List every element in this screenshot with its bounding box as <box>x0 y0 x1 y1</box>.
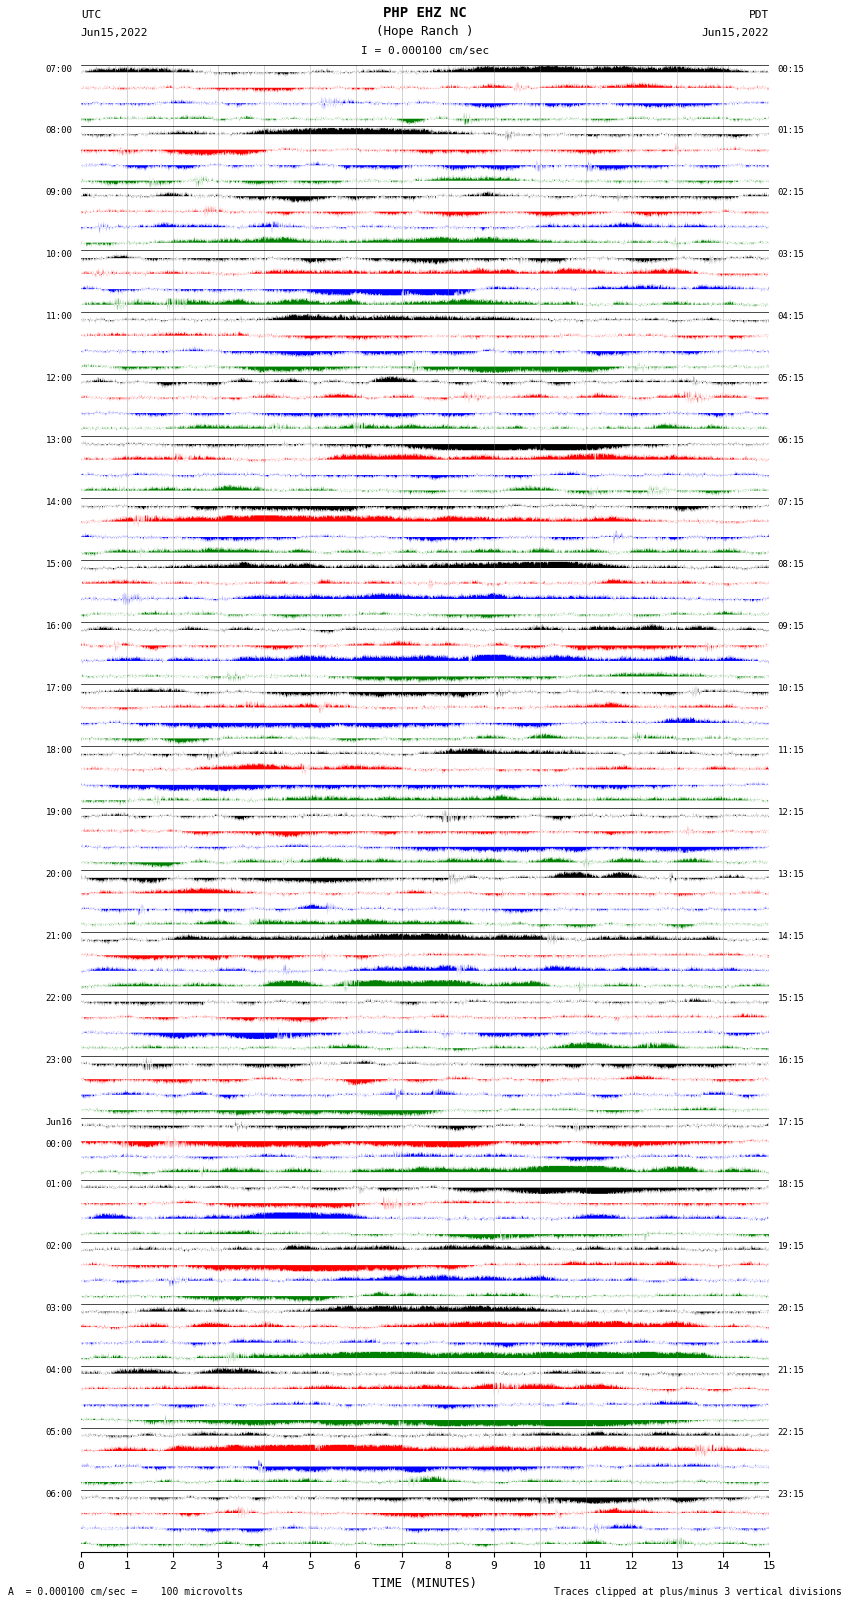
Text: 23:00: 23:00 <box>46 1057 72 1065</box>
Text: 08:15: 08:15 <box>778 560 804 569</box>
Text: 04:15: 04:15 <box>778 313 804 321</box>
Text: 09:00: 09:00 <box>46 189 72 197</box>
Text: 20:00: 20:00 <box>46 869 72 879</box>
Text: 22:00: 22:00 <box>46 994 72 1003</box>
Text: Jun15,2022: Jun15,2022 <box>702 27 769 37</box>
Text: 21:00: 21:00 <box>46 932 72 940</box>
Text: 00:00: 00:00 <box>46 1140 72 1148</box>
Text: 08:00: 08:00 <box>46 126 72 135</box>
Text: 03:00: 03:00 <box>46 1303 72 1313</box>
Text: 13:15: 13:15 <box>778 869 804 879</box>
Text: UTC: UTC <box>81 10 101 19</box>
Text: 07:00: 07:00 <box>46 65 72 74</box>
Text: 23:15: 23:15 <box>778 1490 804 1498</box>
Text: 15:15: 15:15 <box>778 994 804 1003</box>
Text: 01:00: 01:00 <box>46 1181 72 1189</box>
Text: 13:00: 13:00 <box>46 436 72 445</box>
Text: 11:15: 11:15 <box>778 747 804 755</box>
Text: 21:15: 21:15 <box>778 1366 804 1374</box>
Text: 09:15: 09:15 <box>778 623 804 631</box>
Text: 11:00: 11:00 <box>46 313 72 321</box>
Text: I = 0.000100 cm/sec: I = 0.000100 cm/sec <box>361 45 489 55</box>
Text: (Hope Ranch ): (Hope Ranch ) <box>377 24 473 37</box>
Text: 00:15: 00:15 <box>778 65 804 74</box>
Text: 10:00: 10:00 <box>46 250 72 260</box>
Text: 07:15: 07:15 <box>778 498 804 506</box>
Text: 18:00: 18:00 <box>46 747 72 755</box>
Text: 10:15: 10:15 <box>778 684 804 694</box>
Text: 14:15: 14:15 <box>778 932 804 940</box>
Text: 19:00: 19:00 <box>46 808 72 818</box>
Text: 14:00: 14:00 <box>46 498 72 506</box>
Text: 22:15: 22:15 <box>778 1428 804 1437</box>
Text: 05:00: 05:00 <box>46 1428 72 1437</box>
Text: 12:00: 12:00 <box>46 374 72 384</box>
Text: 19:15: 19:15 <box>778 1242 804 1250</box>
Text: Traces clipped at plus/minus 3 vertical divisions: Traces clipped at plus/minus 3 vertical … <box>553 1587 842 1597</box>
Text: Jun15,2022: Jun15,2022 <box>81 27 148 37</box>
Text: 01:15: 01:15 <box>778 126 804 135</box>
Text: 02:00: 02:00 <box>46 1242 72 1250</box>
Text: 12:15: 12:15 <box>778 808 804 818</box>
X-axis label: TIME (MINUTES): TIME (MINUTES) <box>372 1578 478 1590</box>
Text: 05:15: 05:15 <box>778 374 804 384</box>
Text: 17:00: 17:00 <box>46 684 72 694</box>
Text: 17:15: 17:15 <box>778 1118 804 1127</box>
Text: PHP EHZ NC: PHP EHZ NC <box>383 6 467 19</box>
Text: 06:15: 06:15 <box>778 436 804 445</box>
Text: 16:15: 16:15 <box>778 1057 804 1065</box>
Text: Jun16: Jun16 <box>46 1118 72 1127</box>
Text: 15:00: 15:00 <box>46 560 72 569</box>
Text: 20:15: 20:15 <box>778 1303 804 1313</box>
Text: 04:00: 04:00 <box>46 1366 72 1374</box>
Text: A  = 0.000100 cm/sec =    100 microvolts: A = 0.000100 cm/sec = 100 microvolts <box>8 1587 243 1597</box>
Text: 03:15: 03:15 <box>778 250 804 260</box>
Text: 16:00: 16:00 <box>46 623 72 631</box>
Text: 02:15: 02:15 <box>778 189 804 197</box>
Text: 18:15: 18:15 <box>778 1181 804 1189</box>
Text: 06:00: 06:00 <box>46 1490 72 1498</box>
Text: PDT: PDT <box>749 10 769 19</box>
